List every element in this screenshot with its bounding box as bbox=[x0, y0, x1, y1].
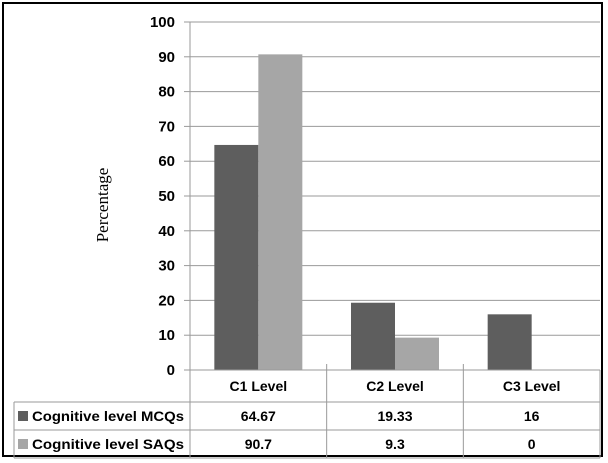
category-label: C1 Level bbox=[230, 378, 288, 394]
data-label: 64.67 bbox=[241, 408, 276, 424]
data-label: 9.3 bbox=[385, 436, 405, 452]
bars bbox=[214, 54, 532, 370]
data-label: 16 bbox=[524, 408, 540, 424]
category-label: C3 Level bbox=[503, 378, 561, 394]
bar bbox=[487, 314, 532, 370]
legend-swatch bbox=[18, 439, 28, 449]
y-tick-label: 10 bbox=[158, 327, 175, 344]
y-axis-label: Percentage bbox=[93, 168, 112, 243]
bar bbox=[258, 54, 303, 370]
bar bbox=[395, 337, 439, 370]
y-tick-label: 90 bbox=[158, 49, 175, 66]
bar bbox=[214, 144, 259, 370]
series-name: Cognitive level SAQs bbox=[32, 436, 184, 452]
data-table: C1 Level C2 Level C3 Level Cognitive level … bbox=[13, 369, 601, 459]
y-tick-label: 80 bbox=[158, 84, 175, 101]
legend-swatch bbox=[18, 411, 28, 421]
y-tick-label: 30 bbox=[158, 258, 175, 275]
bar bbox=[351, 302, 395, 370]
chart-frame bbox=[2, 2, 603, 457]
y-tick-label: 60 bbox=[158, 153, 175, 170]
y-tick-label: 40 bbox=[158, 223, 175, 240]
y-axis-ticks: 0 10 20 30 40 50 60 70 80 90 100 bbox=[150, 14, 175, 379]
data-label: 0 bbox=[528, 436, 536, 452]
category-label: C2 Level bbox=[366, 378, 424, 394]
data-label: 90.7 bbox=[245, 436, 272, 452]
data-label: 19.33 bbox=[377, 408, 412, 424]
y-tick-label: 70 bbox=[158, 118, 175, 135]
series-name: Cognitive level MCQs bbox=[32, 408, 184, 424]
y-tick-label: 100 bbox=[150, 14, 175, 31]
y-tick-label: 0 bbox=[167, 362, 175, 379]
y-tick-label: 50 bbox=[158, 188, 175, 205]
y-tick-label: 20 bbox=[158, 292, 175, 309]
